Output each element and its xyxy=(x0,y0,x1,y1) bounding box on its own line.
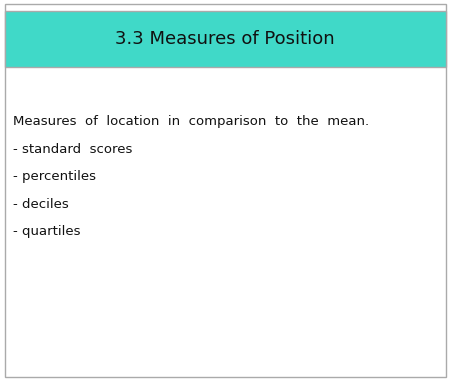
Text: - percentiles: - percentiles xyxy=(13,170,95,183)
Text: - deciles: - deciles xyxy=(13,198,68,211)
Text: - quartiles: - quartiles xyxy=(13,225,80,238)
FancyBboxPatch shape xyxy=(4,4,446,377)
FancyBboxPatch shape xyxy=(4,11,446,67)
Text: Measures  of  location  in  comparison  to  the  mean.: Measures of location in comparison to th… xyxy=(13,115,369,128)
Text: - standard  scores: - standard scores xyxy=(13,143,132,156)
Text: 3.3 Measures of Position: 3.3 Measures of Position xyxy=(115,30,335,48)
